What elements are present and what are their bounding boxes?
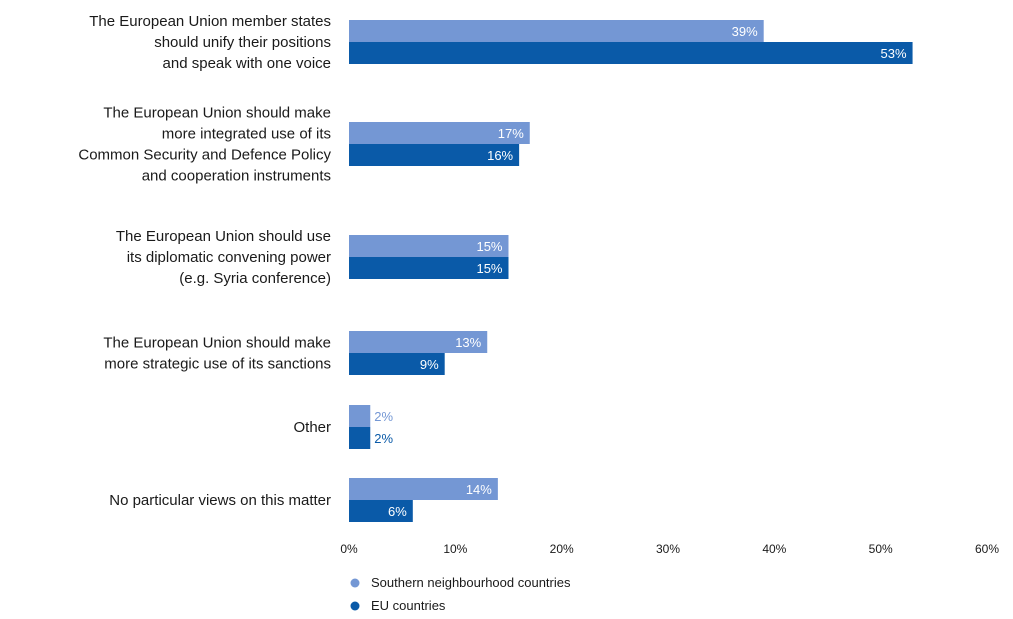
category-label: The European Union member states should u… [89,13,331,72]
bar-southern-neighbourhood [349,122,530,144]
category-label-line: Common Security and Defence Policy [78,147,331,164]
bar-eu-countries [349,353,445,375]
category-label: The European Union should make more strat… [103,335,331,373]
bar-value-label: 13% [455,335,481,350]
bar-value-label: 39% [732,24,758,39]
bar-value-label: 14% [466,482,492,497]
bar-eu-countries [349,144,520,166]
bar-labels: 39% 17% 15% 13% 2% 14% 53% 16% 15% 9% 2% 6% [374,24,907,519]
bar-value-label: 53% [881,46,907,61]
legend-item-eu-countries: EU countries [350,598,446,613]
bar-eu-countries [349,500,413,522]
x-axis: 0% 10% 20% 30% 40% 50% 60% [340,542,999,556]
category-label-line: and speak with one voice [163,55,331,72]
bar-southern-neighbourhood [349,405,371,427]
category-label-line: No particular views on this matter [109,492,331,509]
legend-marker [350,578,360,588]
bar-value-label: 9% [420,357,439,372]
x-tick-label: 20% [550,542,574,556]
bar-eu-countries [349,257,509,279]
category-label-line: more integrated use of its [162,126,331,143]
x-tick-label: 60% [975,542,999,556]
bar-southern-neighbourhood [349,235,509,257]
legend: Southern neighbourhood countries EU count… [350,575,571,613]
bar-value-label: 2% [374,431,393,446]
category-label-line: and cooperation instruments [142,168,331,185]
legend-marker [350,601,360,611]
category-label: No particular views on this matter [109,492,331,509]
bar-value-label: 15% [476,239,502,254]
category-label: The European Union should make more integ… [78,105,331,185]
x-tick-label: 50% [869,542,893,556]
bar-value-label: 17% [498,126,524,141]
bar-southern-neighbourhood [349,331,488,353]
bar-value-label: 15% [476,261,502,276]
bar-value-label: 6% [388,504,407,519]
x-tick-label: 40% [762,542,786,556]
bar-southern-neighbourhood [349,20,764,42]
bar-value-label: 16% [487,148,513,163]
bar-value-label: 2% [374,409,393,424]
x-tick-label: 30% [656,542,680,556]
bars [349,20,913,522]
category-label-line: The European Union member states [89,13,331,30]
category-label-line: The European Union should make [103,105,331,122]
legend-label: Southern neighbourhood countries [371,575,571,590]
legend-item-southern-neighbourhood: Southern neighbourhood countries [350,575,571,590]
category-label-line: The European Union should make [103,335,331,352]
legend-label: EU countries [371,598,446,613]
bar-eu-countries [349,427,371,449]
category-label-line: more strategic use of its sanctions [104,356,331,373]
bar-southern-neighbourhood [349,478,498,500]
category-label-line: Other [293,419,331,436]
bar-eu-countries [349,42,913,64]
category-label-line: its diplomatic convening power [127,249,331,266]
category-label-line: (e.g. Syria conference) [179,270,331,287]
x-tick-label: 0% [340,542,358,556]
category-label: Other [293,419,331,436]
x-tick-label: 10% [443,542,467,556]
category-label: The European Union should use its diploma… [116,228,331,287]
category-label-line: The European Union should use [116,228,331,245]
category-labels: The European Union member states should u… [78,13,331,509]
category-label-line: should unify their positions [154,34,331,51]
